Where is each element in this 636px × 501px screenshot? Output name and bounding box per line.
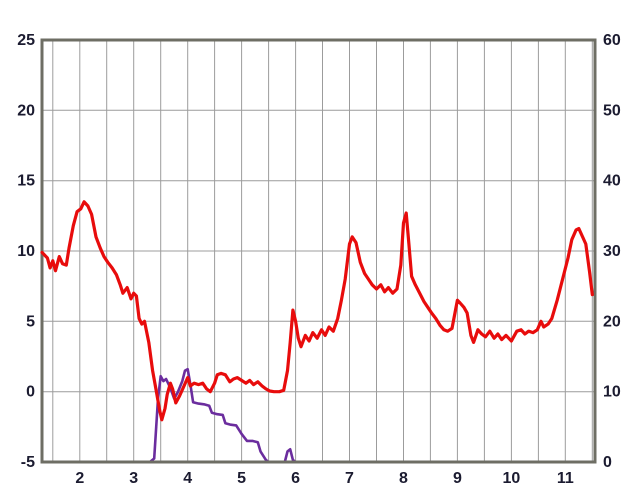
- x-axis-tick-label: 7: [345, 470, 354, 487]
- left-axis-tick-label: 15: [17, 173, 35, 190]
- left-axis-tick-label: 20: [17, 102, 35, 119]
- right-axis-tick-label: 50: [603, 102, 621, 119]
- x-axis-tick-label: 2: [75, 470, 84, 487]
- left-axis-tick-label: 0: [26, 384, 35, 401]
- left-axis-tick-label: 10: [17, 243, 35, 260]
- right-axis-tick-label: 0: [603, 454, 612, 471]
- right-axis-tick-label: 20: [603, 313, 621, 330]
- x-axis-tick-label: 3: [129, 470, 138, 487]
- non-snow-series-line: [40, 200, 594, 422]
- right-axis-tick-label: 60: [603, 32, 621, 49]
- left-axis-tick-label: 25: [17, 32, 35, 49]
- x-axis-tick-label: 4: [183, 470, 192, 487]
- right-axis-tick-label: 30: [603, 243, 621, 260]
- left-axis-tick-label: 5: [26, 313, 35, 330]
- x-axis-tick-label: 11: [557, 470, 574, 487]
- right-axis-tick-label: 10: [603, 384, 621, 401]
- x-axis-tick-label: 5: [237, 470, 246, 487]
- x-axis-tick-label: 8: [399, 470, 408, 487]
- x-axis-tick-label: 6: [291, 470, 300, 487]
- right-axis-tick-label: 40: [603, 173, 621, 190]
- x-axis-tick-label: 10: [503, 470, 521, 487]
- left-axis-tick-label: -5: [21, 454, 35, 471]
- x-axis-tick-label: 9: [453, 470, 462, 487]
